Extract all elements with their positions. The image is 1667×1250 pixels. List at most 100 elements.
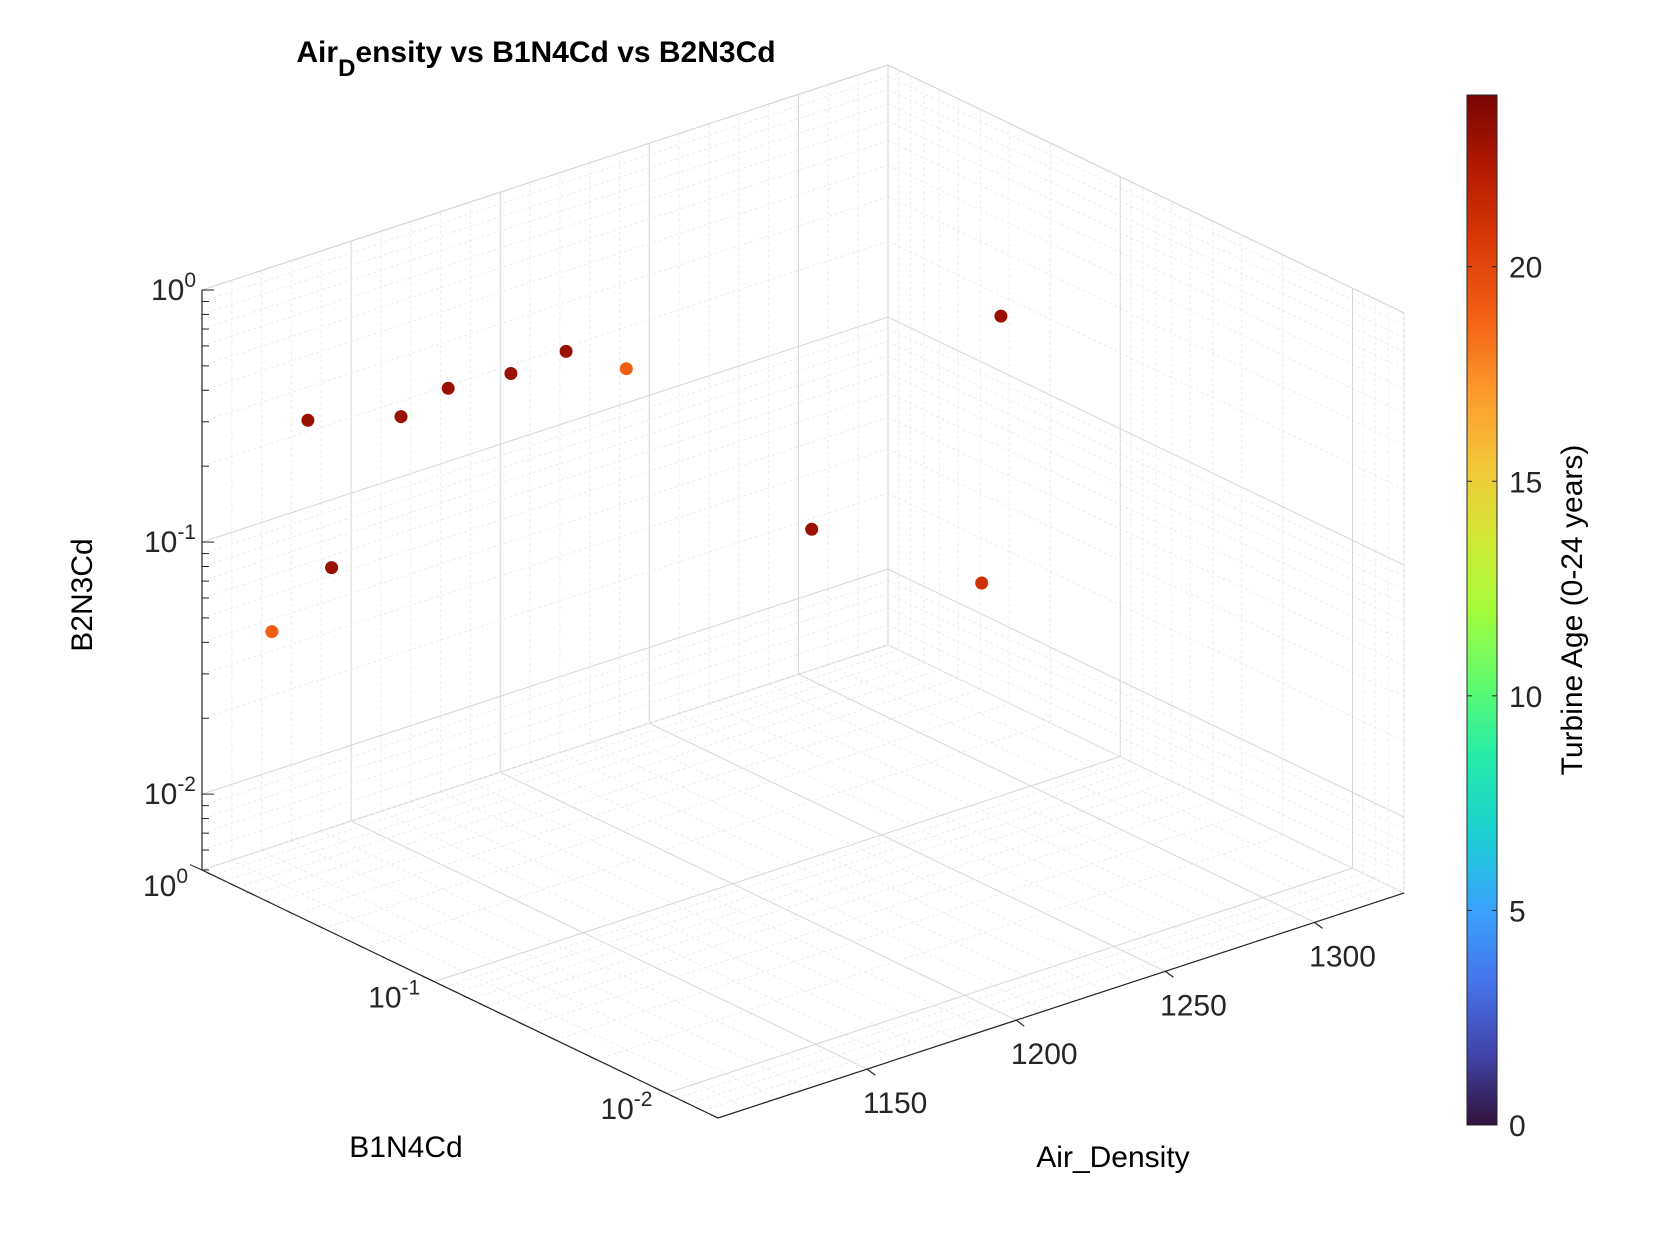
z-tick-label: 100 <box>151 269 196 307</box>
x-tick <box>866 1068 876 1076</box>
grid-line-z <box>201 644 889 871</box>
data-point <box>559 344 573 358</box>
grid-line-y <box>555 814 1242 1041</box>
y-tick-label: 10-1 <box>368 977 420 1015</box>
y-tick <box>357 944 365 949</box>
grid-line-y <box>470 773 1157 1000</box>
x-tick <box>1015 1019 1025 1027</box>
grid-line-z <box>887 568 1405 818</box>
axes-walls <box>200 64 1406 1119</box>
grid-line-z <box>201 120 889 347</box>
grid-line-y <box>224 655 911 882</box>
data-point <box>975 576 989 590</box>
y-tick <box>230 883 239 888</box>
data-point <box>994 309 1008 323</box>
data-point <box>394 410 408 424</box>
y-tick-label: 10-2 <box>600 1088 652 1126</box>
y-axis-label: B1N4Cd <box>349 1131 462 1164</box>
grid-line-z <box>201 341 889 567</box>
data-point <box>265 625 279 639</box>
y-tick <box>519 1022 527 1027</box>
grid-line-y <box>434 756 1121 983</box>
grid-line-y <box>271 678 959 905</box>
x-tick <box>1165 970 1174 978</box>
grid-line-z <box>201 607 889 834</box>
colorbar-ticks: 0 5 10 15 20 <box>1467 252 1542 1143</box>
y-tick <box>246 891 254 896</box>
grid-line-z <box>201 492 889 719</box>
colorbar-tick-label: 15 <box>1509 466 1542 499</box>
grid-line-z <box>201 392 889 619</box>
y-tick <box>422 975 435 983</box>
grid-line-y <box>688 878 1376 1105</box>
x-tick-label: 1250 <box>1160 989 1227 1022</box>
z-tick-label: 10-2 <box>144 773 196 811</box>
colorbar-label: Turbine Age (0-24 years) <box>1556 445 1589 776</box>
grid-line-z <box>201 103 889 330</box>
colorbar-tick-label: 5 <box>1509 895 1526 928</box>
x-tick <box>1314 921 1323 929</box>
colorbar-tick-label: 10 <box>1509 681 1542 714</box>
grid-line-z <box>201 316 889 543</box>
grid-line-z <box>201 593 889 820</box>
colorbar-tick-label: 0 <box>1509 1110 1526 1143</box>
y-tick <box>654 1087 667 1094</box>
y-tick <box>205 871 213 876</box>
x-tick-label: 1200 <box>1011 1038 1078 1071</box>
y-tick <box>548 1036 556 1041</box>
grid-line-y <box>456 766 1143 993</box>
x-tick-label: 1150 <box>863 1087 928 1120</box>
grid-line-z <box>201 568 889 795</box>
grid-line-z <box>887 316 1405 566</box>
grid-line-y <box>212 649 899 876</box>
grid-line-y <box>596 834 1283 1061</box>
x-axis-label: Air_Density <box>1036 1141 1189 1174</box>
grid-line-z <box>887 64 1405 314</box>
data-point <box>301 413 315 427</box>
y-tick <box>710 1114 719 1119</box>
grid-line-z <box>201 580 889 807</box>
grid-line-z <box>201 416 889 643</box>
data-point <box>504 367 518 380</box>
z-axis-label: B2N3Cd <box>66 538 99 651</box>
y-tick-label: 100 <box>143 865 188 903</box>
y-tick <box>589 1056 597 1061</box>
grid-line-y <box>237 661 925 888</box>
grid-line-y <box>323 702 1010 929</box>
grid-line-y <box>485 780 1172 1007</box>
grid-line-y <box>666 867 1353 1094</box>
grid-line-y <box>503 789 1191 1016</box>
data-point <box>619 362 633 376</box>
y-tick <box>463 995 471 1000</box>
grid-line-x <box>798 673 1315 923</box>
y-tick <box>189 864 203 871</box>
scatter-points <box>265 309 1008 639</box>
z-tick-label: 10-1 <box>144 521 196 559</box>
colorbar-tick-label: 20 <box>1509 252 1542 285</box>
grid-line-x <box>649 722 1166 972</box>
grid-line-z <box>201 355 889 582</box>
grid-line-z <box>201 372 889 599</box>
grid-line-y <box>526 800 1213 1027</box>
grid-line-z <box>201 328 889 555</box>
y-tick <box>449 988 457 993</box>
x-tick-label: 1300 <box>1309 940 1376 973</box>
y-tick <box>669 1094 678 1099</box>
y-tick <box>681 1100 690 1105</box>
grid-line-z <box>201 64 889 291</box>
y-tick <box>316 924 324 929</box>
data-point <box>441 381 455 395</box>
tick-labels: 1150 1200 1250 1300 100 10-1 10-2 100 10-1 10-2 <box>143 269 1376 1126</box>
y-tick <box>217 877 225 882</box>
y-tick <box>478 1002 486 1007</box>
grid-line-y <box>253 669 940 896</box>
y-tick <box>437 983 446 988</box>
grid-line-z <box>201 76 889 303</box>
grid-line-z <box>201 448 889 675</box>
grid-line-y <box>444 761 1132 988</box>
grid-line-x <box>500 771 1017 1021</box>
grid-line-z <box>201 196 889 423</box>
grid-line-z <box>201 624 889 851</box>
grid-line-y <box>676 872 1364 1099</box>
